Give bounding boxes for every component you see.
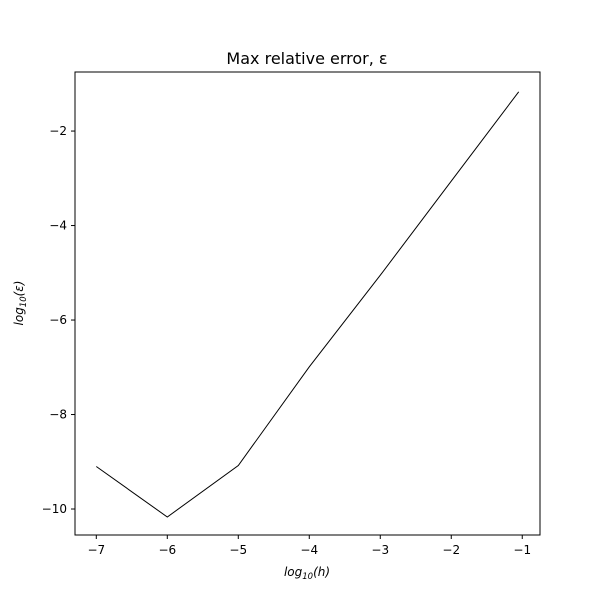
y-tick-label: −2: [49, 124, 67, 138]
y-axis: −10 −8 −6 −4 −2: [42, 124, 75, 516]
y-tick-label: −6: [49, 313, 67, 327]
x-tick-label: −2: [442, 543, 460, 557]
series-layer: [96, 91, 520, 518]
x-axis-label: log10(h): [284, 565, 330, 582]
x-axis-label-arg: (h): [313, 565, 330, 579]
x-tick-label: −5: [229, 543, 247, 557]
y-axis-label-arg: (ε): [12, 281, 26, 297]
x-tick-label: −3: [371, 543, 389, 557]
x-tick-label: −4: [300, 543, 318, 557]
x-tick-label: −6: [158, 543, 176, 557]
x-tick-label: −1: [513, 543, 531, 557]
y-tick-label: −8: [49, 408, 67, 422]
y-axis-label-subscript: 10: [19, 296, 29, 307]
x-tick-label: −7: [87, 543, 105, 557]
y-tick-label: −4: [49, 219, 67, 233]
chart-title: Max relative error, ε: [226, 49, 387, 68]
series-line: [96, 91, 520, 518]
x-axis-label-subscript: 10: [302, 572, 313, 582]
y-axis-label: log10(ε): [12, 281, 29, 326]
x-axis: −7 −6 −5 −4 −3 −2 −1: [87, 535, 531, 557]
y-tick-label: −10: [42, 502, 67, 516]
plot-area-frame: [74, 71, 541, 536]
x-axis-label-base: log: [284, 565, 303, 579]
y-axis-label-base: log: [12, 307, 26, 326]
